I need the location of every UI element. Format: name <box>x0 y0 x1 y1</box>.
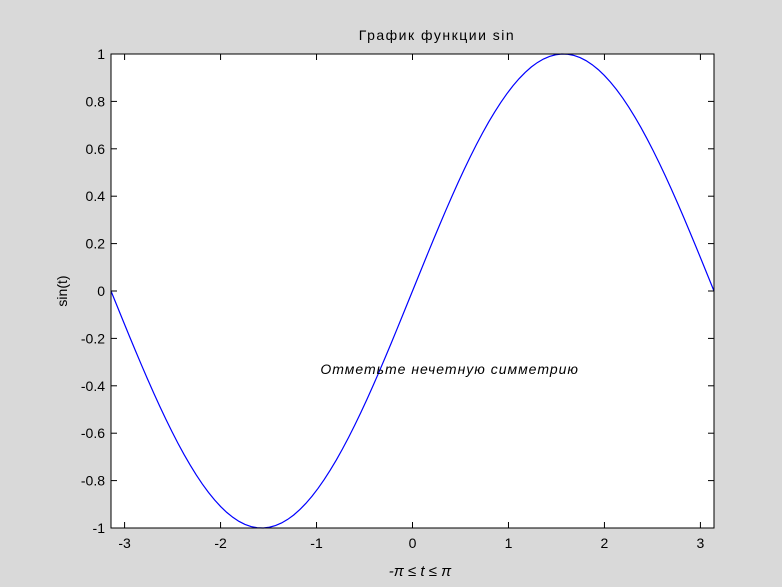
y-tick-label: -0.4 <box>81 378 105 394</box>
y-tick-label: 0.4 <box>86 188 106 204</box>
annotation-text: Отметьте нечетную симметрию <box>320 361 579 377</box>
series-layer <box>110 53 715 529</box>
y-tick-label: -1 <box>93 520 106 536</box>
x-tick-label: -3 <box>118 535 131 551</box>
x-axis-ticks: -3 -2 -1 0 1 2 3 <box>118 54 705 551</box>
y-tick-label: -0.8 <box>81 473 105 489</box>
x-tick-label: 0 <box>409 535 417 551</box>
y-tick-label: 1 <box>97 46 105 62</box>
y-tick-label: -0.2 <box>81 330 105 346</box>
x-tick-label: 2 <box>601 535 609 551</box>
y-tick-label: -0.6 <box>81 425 105 441</box>
sin-series-line <box>110 53 715 529</box>
chart-title: График функции sin <box>359 27 515 43</box>
x-tick-label: 3 <box>697 535 705 551</box>
y-tick-label: 0 <box>97 283 105 299</box>
x-tick-label: 1 <box>505 535 513 551</box>
y-axis-label: sin(t) <box>54 275 70 306</box>
x-tick-label: -1 <box>310 535 323 551</box>
y-tick-label: 0.8 <box>86 93 106 109</box>
y-tick-label: 0.2 <box>86 236 106 252</box>
x-tick-label: -2 <box>214 535 227 551</box>
y-tick-label: 0.6 <box>86 141 106 157</box>
x-axis-label: -π ≤ t ≤ π <box>389 563 452 580</box>
y-axis-ticks: -1 -0.8 -0.6 -0.4 -0.2 0 0.2 0.4 0.6 0.8 1 <box>81 46 714 536</box>
